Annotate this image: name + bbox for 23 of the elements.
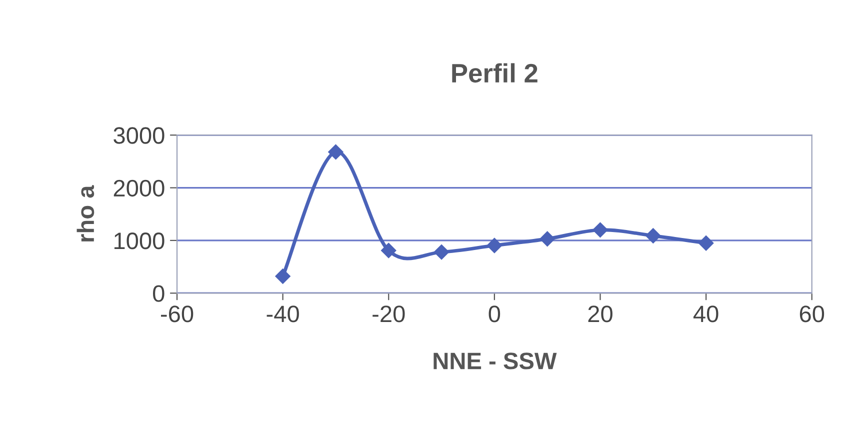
point	[381, 242, 396, 258]
point	[646, 228, 661, 244]
y-tick-label: 3000	[114, 127, 164, 144]
point	[275, 268, 290, 284]
x-tick-label: -40	[266, 306, 299, 322]
point	[434, 244, 450, 260]
x-tick-label: 40	[693, 306, 718, 322]
y-tick-label: 1000	[114, 232, 164, 250]
y-tick-label: 0	[152, 285, 164, 302]
y-tick-label: 2000	[114, 180, 164, 197]
x-tick-label: -20	[372, 306, 405, 322]
x-tick-label: 0	[488, 306, 500, 322]
y-axis-title: rho a	[76, 185, 94, 242]
x-tick-label: 60	[800, 306, 824, 322]
x-tick-label: 20	[588, 306, 612, 322]
point	[328, 144, 344, 160]
x-tick-label: -60	[160, 306, 194, 322]
point	[486, 238, 502, 254]
point	[540, 231, 555, 246]
chart-title: Perfil 2	[452, 63, 538, 83]
point	[698, 236, 714, 251]
point	[592, 222, 608, 238]
x-axis-title: NNE - SSW	[434, 352, 557, 370]
